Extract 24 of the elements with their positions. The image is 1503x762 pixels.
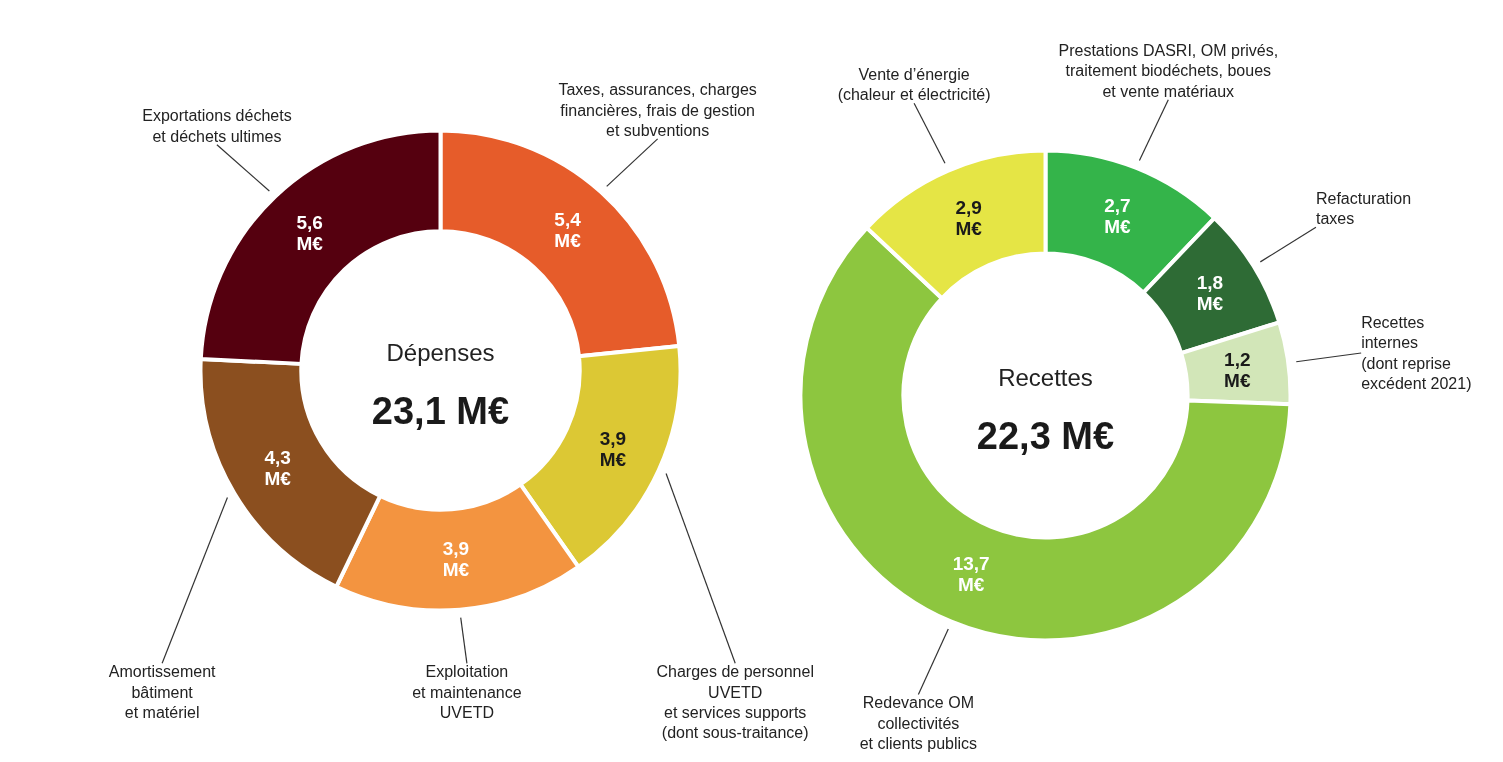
slice-label: Vente d’énergie (chaleur et électricité): [837, 65, 991, 104]
data-label: 1,2 M€: [1224, 348, 1251, 391]
text: 22,3 M€: [976, 414, 1115, 457]
data-label: 3,9 M€: [442, 538, 470, 581]
slice-label: Taxes, assurances, charges financières, frais de gestion et subventions: [558, 81, 757, 139]
slice-label: Prestations DASRI, OM privés, traitement biodéchets, boues et vente matériaux: [1058, 41, 1279, 100]
data-label: 2,9 M€: [955, 196, 983, 239]
data-label: 2,7 M€: [1104, 194, 1131, 237]
data-label: 5,4 M€: [554, 208, 582, 251]
data-label: 5,6 M€: [296, 212, 324, 255]
data-label: 4,3 M€: [264, 446, 292, 489]
data-label: 1,8 M€: [1196, 272, 1224, 315]
slice-label: Exploitation et maintenance UVETD: [412, 663, 522, 722]
slice-label: Redevance OM collectivités et clients publics: [859, 694, 978, 753]
slice-label: Exportations déchets et déchets ultimes: [142, 107, 292, 145]
slice-label: Recettes internes (dont reprise excédent 2021): [1361, 313, 1472, 393]
text: Recettes: [998, 364, 1093, 391]
data-label: 3,9 M€: [599, 428, 627, 471]
text: 23,1 M€: [371, 389, 510, 432]
slice-label: Charges de personnel UVETD et services supports (dont sous-traitance): [656, 663, 814, 742]
slice-label: Amortissement bâtiment et matériel: [108, 663, 217, 722]
slice-label: Refacturation taxes: [1315, 189, 1412, 228]
text: Dépenses: [386, 339, 495, 366]
data-label: 13,7 M€: [952, 553, 990, 596]
